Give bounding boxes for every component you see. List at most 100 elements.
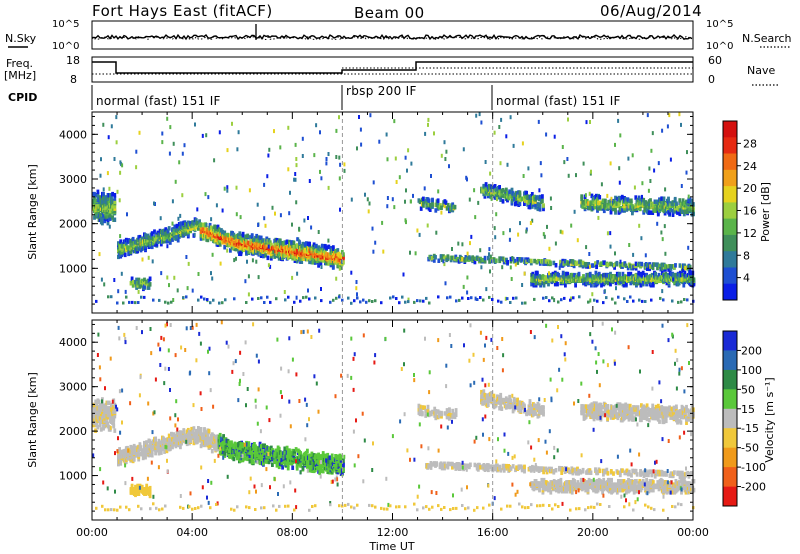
scatter-cell [338,266,341,271]
echo-cell [130,276,134,281]
scatter-cell [371,226,374,231]
scatter-cell [445,149,448,154]
ground-scatter-cell [644,300,647,303]
echo-cell [642,197,646,203]
ground-scatter-cell [287,295,290,299]
date-label: 06/Aug/2014 [600,2,702,20]
echo-cell [304,241,308,246]
scatter-cell [563,160,566,165]
echo-cell [566,271,570,277]
scatter-cell [628,243,631,247]
scatter-cell [545,132,548,137]
echo-cell [596,197,599,202]
echo-cell [582,274,585,279]
scatter-cell [672,277,675,282]
ground-scatter-cell [626,300,629,303]
echo-cell [274,242,278,247]
cpid-mode-3: normal (fast) 151 IF [496,94,621,108]
scatter-cell [215,203,218,208]
echo-cell [263,443,266,448]
ground-scatter-cell [455,299,458,303]
echo-cell [176,238,180,243]
scatter-cell [360,142,363,147]
echo-cell [264,253,268,258]
ground-scatter-cell [683,298,686,301]
echo-cell [98,416,102,421]
echo-cell [96,189,100,195]
echo-cell [557,276,561,281]
echo-cell [454,254,458,260]
scatter-cell [537,119,540,124]
ground-scatter-cell [476,298,479,301]
echo-cell [573,272,576,278]
echo-cell [552,274,556,279]
scatter-cell [614,251,616,256]
scatter-cell [256,202,259,207]
freq-left-label-1: Freq. [6,57,33,70]
nave-right-tick-low: 0 [708,73,715,86]
ground-scatter-cell [602,301,605,305]
scatter-cell [409,250,411,255]
scatter-cell [196,207,199,212]
scatter-cell [321,243,323,248]
scatter-cell [168,283,170,288]
scatter-cell [393,205,396,210]
scatter-cell [191,288,194,293]
echo-cell [676,210,679,215]
echo-cell [590,193,594,199]
echo-cell [428,207,432,212]
echo-cell [223,451,227,456]
ground-scatter-cell [614,301,617,305]
scatter-cell [218,130,221,135]
scatter-cell [589,264,591,269]
echo-cell [334,248,337,254]
scatter-cell [120,271,123,276]
echo-cell [621,271,625,277]
echo-cell [645,266,649,271]
scatter-cell [521,283,524,287]
scatter-cell [100,157,102,162]
scatter-cell [325,157,328,161]
echo-cell [255,233,259,239]
nave-right-label: Nave [747,64,775,77]
scatter-cell [161,131,164,136]
echo-cell [487,255,490,261]
ground-scatter-cell [395,297,398,300]
scatter-cell [99,173,102,178]
echo-cell [278,238,282,243]
echo-cell [308,453,311,458]
scatter-cell [135,149,138,154]
scatter-cell [448,164,450,169]
scatter-cell [386,204,389,209]
echo-cell [291,448,295,454]
scatter-cell [103,282,106,287]
scatter-cell [588,191,591,196]
echo-cell [159,450,163,455]
echo-cell [609,281,612,287]
scatter-cell [576,238,579,243]
echo-cell [132,443,136,449]
ground-scatter-cell [185,295,188,299]
echo-cell [183,433,187,438]
echo-cell [143,284,146,289]
scatter-cell [124,289,127,294]
echo-cell [637,270,641,276]
echo-cell [262,238,265,243]
echo-cell [144,455,147,460]
echo-cell [101,401,104,407]
echo-cell [103,218,107,224]
echo-cell [554,263,558,268]
echo-cell [191,429,195,435]
ground-scatter-cell [392,295,395,299]
echo-cell [440,257,444,262]
scatter-cell [466,251,469,256]
echo-cell [634,266,638,271]
echo-cell [536,206,540,212]
echo-cell [430,256,434,261]
echo-cell [580,194,584,199]
ground-scatter-cell [134,301,137,305]
scatter-cell [619,259,622,264]
echo-cell [688,264,692,270]
ground-scatter-cell [143,295,146,299]
scatter-cell [374,240,377,245]
